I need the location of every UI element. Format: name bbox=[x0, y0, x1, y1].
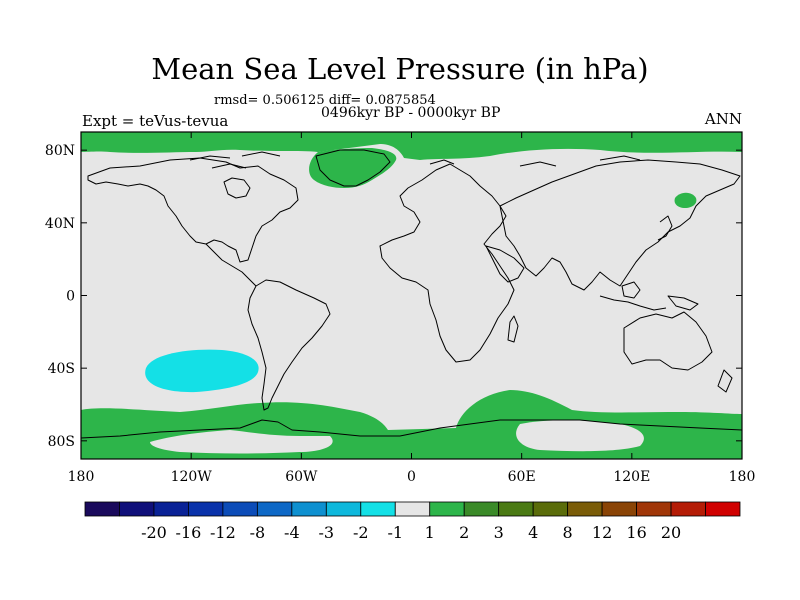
hudson-bay-coast bbox=[223, 177, 251, 199]
map-title: Mean Sea Level Pressure (in hPa) bbox=[151, 52, 649, 86]
north-pacific-positive-anomaly bbox=[674, 192, 697, 208]
japan-coast bbox=[657, 215, 673, 241]
central-america-coast bbox=[205, 243, 257, 287]
colorbar-swatch bbox=[636, 501, 672, 517]
australia-coast bbox=[623, 311, 713, 371]
colorbar-label: -2 bbox=[353, 523, 369, 542]
latitude-axis: 80N 40N 0 40S 80S bbox=[45, 143, 742, 450]
x-tick-label: 60W bbox=[285, 469, 318, 485]
colorbar-swatch bbox=[498, 501, 534, 517]
period-line: 0496kyr BP - 0000kyr BP bbox=[321, 105, 501, 121]
colorbar-swatch bbox=[360, 501, 396, 517]
colorbar-swatch bbox=[429, 501, 465, 517]
x-tick-label: 180 bbox=[729, 469, 756, 485]
colorbar-label: 20 bbox=[661, 523, 681, 542]
coastlines bbox=[81, 149, 742, 439]
colorbar-swatch bbox=[153, 501, 189, 517]
colorbar-label: 12 bbox=[592, 523, 612, 542]
colorbar-label: -12 bbox=[210, 523, 236, 542]
colorbar-label: -1 bbox=[387, 523, 403, 542]
north-america-coast bbox=[87, 157, 299, 263]
colorbar-swatch bbox=[119, 501, 155, 517]
y-tick-label: 40S bbox=[48, 361, 75, 377]
canadian-archipelago-coast bbox=[189, 151, 281, 169]
indonesia-coast bbox=[599, 295, 667, 311]
colorbar-label: 16 bbox=[626, 523, 646, 542]
longitude-axis: 180 120W 60W 0 60E 120E 180 bbox=[68, 132, 756, 485]
europe-africa-coast bbox=[379, 163, 515, 363]
arctic-positive-anomaly bbox=[81, 132, 742, 160]
colorbar-swatch bbox=[291, 501, 327, 517]
new-guinea-coast bbox=[667, 295, 699, 311]
colorbar-label: 1 bbox=[425, 523, 435, 542]
antarctic-interior-east bbox=[516, 420, 644, 452]
colorbar-label: -8 bbox=[250, 523, 266, 542]
colorbar-label: 3 bbox=[494, 523, 504, 542]
colorbar-label: -4 bbox=[284, 523, 300, 542]
antarctic-interior bbox=[150, 430, 333, 454]
borneo-coast bbox=[621, 281, 641, 299]
colorbar-swatch bbox=[532, 501, 569, 517]
colorbar-label: -20 bbox=[141, 523, 167, 542]
colorbar-swatch bbox=[256, 501, 293, 517]
colorbar-label: -3 bbox=[319, 523, 335, 542]
y-tick-label: 80S bbox=[48, 434, 75, 450]
colorbar-swatch bbox=[601, 501, 637, 517]
y-tick-label: 0 bbox=[66, 289, 75, 305]
map-background bbox=[81, 132, 742, 459]
colorbar-swatch bbox=[325, 501, 362, 517]
y-tick-label: 80N bbox=[45, 143, 75, 159]
arctic-islands-coast bbox=[429, 155, 641, 167]
x-tick-label: 0 bbox=[407, 469, 416, 485]
x-tick-label: 120W bbox=[171, 469, 213, 485]
x-tick-label: 60E bbox=[508, 469, 536, 485]
x-tick-label: 180 bbox=[68, 469, 95, 485]
colorbar-label: 4 bbox=[528, 523, 538, 542]
y-tick-label: 40N bbox=[45, 216, 75, 232]
new-zealand-coast bbox=[717, 369, 733, 393]
greenland-positive-anomaly bbox=[309, 148, 397, 188]
colorbar-swatch bbox=[670, 501, 706, 517]
stats-line: rmsd= 0.506125 diff= 0.0875854 bbox=[214, 93, 436, 108]
colorbar-swatch bbox=[463, 501, 500, 517]
x-tick-label: 120E bbox=[613, 469, 650, 485]
colorbar-swatch bbox=[188, 501, 224, 517]
south-america-coast bbox=[247, 279, 331, 411]
colorbar: -20 -16 -12 -8 -4 -3 -2 -1 1 2 3 4 8 12 16 20 bbox=[84, 501, 741, 542]
anomaly-layer bbox=[81, 132, 742, 459]
arabia-coast bbox=[485, 245, 525, 283]
colorbar-swatch bbox=[705, 501, 741, 517]
season-label: ANN bbox=[704, 110, 742, 128]
colorbar-swatch bbox=[84, 501, 120, 517]
antarctica-coast bbox=[81, 419, 742, 439]
colorbar-swatch bbox=[394, 501, 431, 517]
colorbar-label: 8 bbox=[563, 523, 573, 542]
colorbar-label: -16 bbox=[176, 523, 202, 542]
greenland-coast bbox=[315, 149, 391, 187]
south-pacific-negative-anomaly bbox=[145, 349, 259, 393]
experiment-label: Expt = teVus-tevua bbox=[82, 112, 229, 130]
asia-coast bbox=[499, 159, 741, 291]
madagascar-coast bbox=[507, 315, 519, 343]
colorbar-label: 2 bbox=[459, 523, 469, 542]
colorbar-swatch bbox=[567, 501, 603, 517]
colorbar-swatch bbox=[222, 501, 258, 517]
